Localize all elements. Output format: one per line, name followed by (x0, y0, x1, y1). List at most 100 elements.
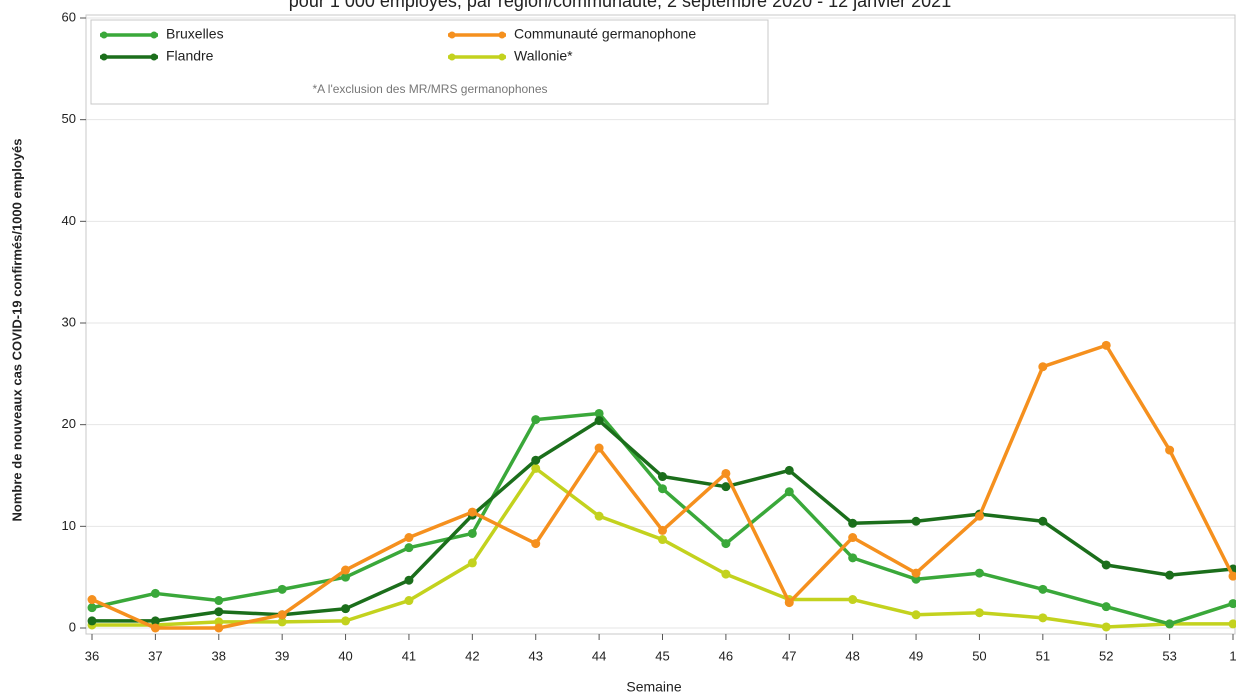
legend-marker (498, 31, 506, 39)
x-tick-label: 44 (592, 648, 606, 663)
legend-marker (100, 31, 108, 39)
y-tick-label: 40 (62, 213, 76, 228)
data-point (974, 568, 984, 578)
data-point (277, 584, 287, 594)
data-point (1165, 570, 1175, 580)
data-point (531, 463, 541, 473)
data-point (784, 487, 794, 497)
x-tick-label: 49 (909, 648, 923, 663)
data-point (214, 596, 224, 606)
data-point (594, 443, 604, 453)
data-point (404, 533, 414, 543)
x-tick-label: 51 (1036, 648, 1050, 663)
x-tick-label: 36 (85, 648, 99, 663)
data-point (277, 610, 287, 620)
data-point (87, 603, 97, 613)
x-tick-label: 38 (212, 648, 226, 663)
data-point (848, 595, 858, 605)
data-point (1101, 622, 1111, 632)
data-point (974, 511, 984, 521)
legend-marker (498, 53, 506, 61)
data-point (467, 528, 477, 538)
data-point (1038, 584, 1048, 594)
legend-marker (150, 31, 158, 39)
data-point (721, 482, 731, 492)
data-point (531, 415, 541, 425)
series-line (92, 418, 1234, 623)
data-point (721, 468, 731, 478)
data-point (150, 588, 160, 598)
y-tick-label: 30 (62, 314, 76, 329)
data-point (531, 455, 541, 465)
data-point (1038, 613, 1048, 623)
x-axis-label: Semaine (626, 679, 681, 695)
legend-note: *A l'exclusion des MR/MRS germanophones (312, 82, 547, 96)
plot-frame (85, 14, 1236, 635)
data-point (1038, 516, 1048, 526)
data-point (404, 543, 414, 553)
y-tick-label: 50 (62, 111, 76, 126)
x-tick-label: 52 (1099, 648, 1113, 663)
x-tick-label: 53 (1162, 648, 1176, 663)
x-tick-label: 41 (402, 648, 416, 663)
legend-label: Flandre (166, 48, 214, 64)
data-point (594, 511, 604, 521)
data-point (1165, 619, 1175, 629)
y-axis-label: Nombre de nouveaux cas COVID-19 confirmé… (9, 139, 24, 522)
data-point (341, 572, 351, 582)
chart-title: pour 1 000 employés, par région/communau… (289, 0, 951, 11)
data-point (1228, 599, 1236, 609)
legend-marker (448, 31, 456, 39)
x-tick-label: 37 (148, 648, 162, 663)
data-point (784, 465, 794, 475)
data-point (974, 608, 984, 618)
data-point (911, 568, 921, 578)
data-point (1101, 602, 1111, 612)
data-point (531, 539, 541, 549)
data-point (784, 598, 794, 608)
y-tick-label: 0 (69, 619, 76, 634)
data-point (341, 565, 351, 575)
x-tick-label: 50 (972, 648, 986, 663)
data-point (658, 484, 667, 494)
legend-marker (150, 53, 158, 61)
series-line (91, 411, 1234, 626)
data-point (1228, 571, 1236, 581)
data-point (467, 507, 477, 517)
data-point (1165, 445, 1175, 455)
legend-label: Wallonie* (514, 48, 573, 64)
data-point (658, 535, 667, 545)
data-point (341, 616, 351, 626)
legend-label: Communauté germanophone (514, 26, 696, 42)
data-point (87, 616, 97, 626)
data-point (467, 558, 477, 568)
legend-marker (100, 53, 108, 61)
data-point (277, 617, 287, 627)
data-point (1228, 619, 1236, 629)
x-tick-label: 43 (528, 648, 542, 663)
x-tick-label: 46 (719, 648, 733, 663)
data-point (848, 553, 858, 563)
data-point (658, 525, 667, 535)
data-point (1101, 340, 1111, 350)
y-tick-label: 20 (62, 416, 76, 431)
x-tick-label: 47 (782, 648, 796, 663)
data-point (594, 416, 604, 426)
x-tick-label: 39 (275, 648, 289, 663)
data-point (1101, 560, 1111, 570)
data-point (721, 569, 731, 579)
data-point (214, 607, 224, 617)
data-point (341, 604, 351, 614)
data-point (848, 518, 858, 528)
legend-label: Bruxelles (166, 26, 224, 42)
data-point (214, 623, 224, 633)
legend-box (90, 19, 769, 105)
data-point (1038, 362, 1048, 372)
data-point (404, 596, 414, 606)
y-tick-label: 60 (62, 9, 76, 24)
data-point (150, 616, 160, 626)
data-point (911, 516, 921, 526)
x-tick-label: 48 (845, 648, 859, 663)
x-tick-label: 40 (338, 648, 352, 663)
